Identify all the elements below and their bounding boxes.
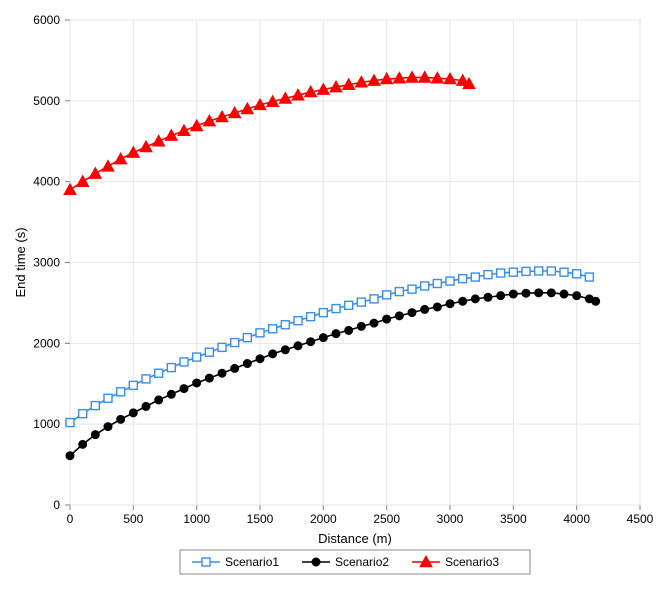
x-tick-label: 1000 — [183, 512, 210, 526]
y-tick-label: 5000 — [33, 94, 60, 108]
x-tick-label: 2500 — [373, 512, 400, 526]
x-tick-label: 500 — [123, 512, 143, 526]
legend-item: Scenario3 — [412, 555, 499, 569]
x-tick-label: 4500 — [627, 512, 654, 526]
y-tick-label: 6000 — [33, 13, 60, 27]
x-tick-label: 1500 — [247, 512, 274, 526]
y-tick-label: 2000 — [33, 336, 60, 350]
legend-label: Scenario1 — [225, 555, 279, 569]
x-tick-label: 4000 — [563, 512, 590, 526]
y-tick-label: 3000 — [33, 256, 60, 270]
chart-container: 0 500 1000 1500 2000 2500 3000 3500 4000 4500 0 100… — [0, 0, 662, 592]
x-axis-label: Distance (m) — [318, 531, 392, 546]
y-tick-label: 4000 — [33, 175, 60, 189]
line-chart: 0 500 1000 1500 2000 2500 3000 3500 4000 4500 0 100… — [0, 0, 662, 592]
x-tick-label: 3000 — [437, 512, 464, 526]
x-tick-label: 3500 — [500, 512, 527, 526]
legend-label: Scenario3 — [445, 555, 499, 569]
x-tick-label: 2000 — [310, 512, 337, 526]
y-axis-label: End time (s) — [13, 227, 28, 297]
y-tick-label: 1000 — [33, 417, 60, 431]
y-tick-label: 0 — [53, 498, 60, 512]
x-tick-label: 0 — [67, 512, 74, 526]
legend-label: Scenario2 — [335, 555, 389, 569]
